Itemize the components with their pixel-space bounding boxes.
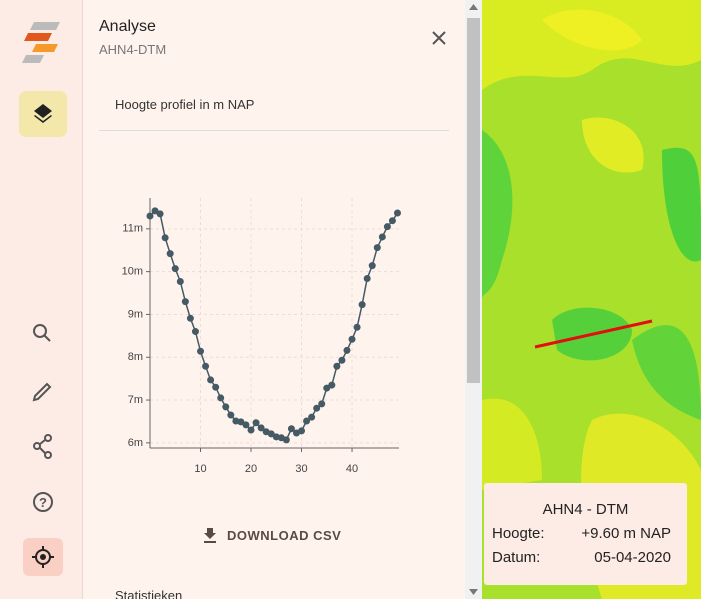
locate-icon — [32, 546, 54, 568]
x-tick-label: 40 — [346, 463, 358, 475]
data-point — [176, 277, 184, 285]
x-tick-label: 30 — [295, 463, 307, 475]
data-point — [378, 233, 386, 241]
scroll-down[interactable] — [469, 589, 478, 595]
data-point — [313, 404, 321, 412]
scrollbar[interactable] — [465, 0, 482, 599]
data-point — [303, 417, 311, 425]
panel-subtitle: AHN4-DTM — [99, 42, 167, 57]
analysis-panel: Analyse AHN4-DTM Hoogte profiel in m NAP… — [83, 0, 465, 599]
data-point — [212, 383, 220, 391]
x-tick-label: 20 — [245, 463, 257, 475]
y-tick-label: 9m — [128, 308, 143, 320]
data-point — [328, 381, 336, 389]
popup-value: +9.60 m NAP — [581, 525, 671, 542]
section-title: Hoogte profiel in m NAP — [115, 97, 255, 112]
y-tick-label: 6m — [128, 437, 143, 449]
data-point — [222, 403, 230, 411]
data-point — [333, 362, 341, 370]
data-point — [353, 323, 361, 331]
data-point — [257, 424, 265, 432]
data-point — [186, 314, 194, 322]
data-point — [287, 425, 295, 433]
tool-icons — [32, 324, 53, 512]
data-point — [252, 419, 260, 427]
profile-chart: 6m 7m 8m 9m 10m 11m 10 20 30 40 — [122, 198, 401, 475]
popup-value: 05-04-2020 — [594, 549, 671, 566]
data-point — [318, 400, 326, 408]
download-button[interactable]: DOWNLOAD CSV — [203, 527, 341, 543]
sidebar: ? — [0, 0, 83, 599]
data-point — [217, 394, 225, 402]
popup-label: Datum: — [492, 549, 541, 566]
data-point — [181, 298, 189, 306]
data-point — [146, 212, 154, 220]
data-point — [267, 430, 275, 438]
data-point — [393, 209, 401, 217]
statistics-heading: Statistieken — [115, 588, 183, 599]
data-point — [166, 250, 174, 258]
x-tick-label: 10 — [194, 463, 206, 475]
data-point — [282, 436, 290, 444]
popup-label: Hoogte: — [492, 525, 545, 542]
panel-title: Analyse — [99, 18, 156, 35]
layers-icon — [34, 104, 52, 123]
data-point — [388, 217, 396, 225]
data-point — [348, 335, 356, 343]
data-point — [373, 244, 381, 252]
scroll-up[interactable] — [469, 4, 478, 10]
map-popup: AHN4 - DTM Hoogte: +9.60 m NAP Datum: 05… — [484, 483, 687, 585]
divider — [99, 130, 449, 131]
data-point — [197, 347, 205, 355]
profile-line — [149, 209, 399, 441]
sidebar-icons: ? — [19, 22, 67, 576]
data-point — [202, 362, 210, 370]
data-point — [358, 301, 366, 309]
data-point — [323, 384, 331, 392]
popup-title: AHN4 - DTM — [542, 501, 629, 518]
data-point — [383, 223, 391, 231]
data-point — [156, 210, 164, 218]
data-point — [363, 274, 371, 282]
data-point — [343, 346, 351, 354]
data-point — [242, 421, 250, 429]
close-button[interactable] — [431, 30, 447, 46]
help-icon: ? — [39, 495, 47, 510]
profile-line — [534, 319, 653, 349]
data-point — [338, 356, 346, 364]
y-tick-label: 11m — [122, 223, 143, 235]
data-point — [247, 426, 255, 434]
data-point — [151, 207, 159, 215]
data-point — [207, 376, 215, 384]
data-point — [227, 411, 235, 419]
y-tick-label: 10m — [122, 266, 143, 278]
scroll-thumb[interactable] — [467, 18, 480, 383]
download-icon — [204, 528, 216, 543]
y-tick-label: 7m — [128, 394, 143, 406]
data-point — [161, 234, 169, 242]
data-point — [308, 413, 316, 421]
data-point — [298, 427, 306, 435]
data-point — [368, 262, 376, 270]
y-tick-label: 8m — [128, 351, 143, 363]
logo — [22, 22, 60, 63]
download-label: DOWNLOAD CSV — [227, 527, 342, 543]
data-point — [191, 328, 199, 336]
data-point — [171, 265, 179, 273]
data-point — [237, 418, 245, 426]
